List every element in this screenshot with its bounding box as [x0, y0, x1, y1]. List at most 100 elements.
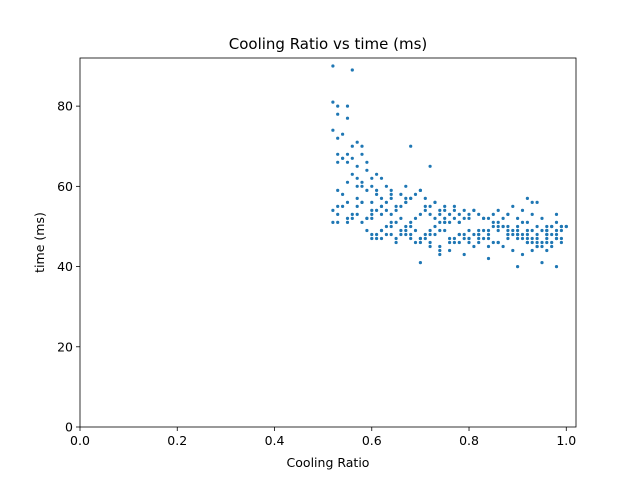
data-point — [467, 240, 471, 245]
y-tick-label: 0 — [65, 420, 73, 435]
data-point — [428, 232, 432, 237]
data-point — [379, 212, 384, 216]
data-point — [336, 160, 340, 164]
data-point — [409, 236, 413, 241]
data-point — [428, 228, 432, 233]
data-point — [350, 216, 354, 220]
data-point — [511, 228, 515, 233]
data-point — [409, 232, 413, 237]
data-point — [345, 160, 350, 164]
data-point — [462, 236, 466, 241]
data-point — [336, 112, 340, 116]
data-point — [413, 240, 418, 245]
data-point — [341, 192, 345, 196]
data-point — [438, 244, 442, 249]
data-point — [448, 248, 452, 253]
data-point — [404, 196, 408, 200]
data-point — [525, 232, 530, 237]
data-point — [375, 172, 379, 176]
data-point — [545, 228, 549, 233]
data-point — [540, 240, 544, 245]
data-point — [506, 236, 510, 241]
data-point — [409, 224, 413, 229]
data-point — [530, 236, 534, 241]
data-point — [355, 176, 359, 180]
data-point — [559, 224, 564, 229]
data-point — [360, 144, 364, 148]
data-point — [457, 220, 461, 224]
data-point — [389, 188, 393, 192]
x-tick-label: 0.0 — [70, 433, 90, 448]
data-point — [428, 204, 432, 208]
data-point — [545, 224, 549, 229]
data-point — [370, 212, 374, 216]
data-point — [482, 236, 486, 241]
data-point — [452, 208, 456, 212]
data-point — [438, 212, 442, 216]
data-point — [389, 232, 393, 237]
data-point — [394, 204, 398, 208]
data-point — [404, 184, 408, 188]
data-point — [418, 188, 422, 192]
data-point — [331, 208, 335, 212]
data-point — [530, 228, 534, 233]
data-point — [535, 232, 539, 237]
data-point — [472, 244, 476, 249]
data-point — [545, 240, 549, 245]
data-point — [559, 236, 564, 241]
data-point — [336, 152, 340, 156]
y-tick-label: 20 — [57, 339, 73, 354]
data-point — [467, 228, 471, 233]
data-point — [501, 224, 505, 229]
data-point — [443, 204, 447, 208]
data-point — [331, 128, 335, 132]
data-point — [399, 192, 403, 196]
x-tick-label: 1.0 — [556, 433, 576, 448]
data-point — [331, 64, 335, 68]
data-point — [535, 200, 539, 204]
data-point — [516, 224, 520, 229]
data-point — [501, 216, 505, 220]
data-point — [365, 216, 369, 220]
data-point — [530, 212, 534, 216]
data-point — [423, 208, 427, 212]
data-point — [375, 192, 379, 196]
data-point — [433, 232, 437, 237]
data-point — [360, 184, 364, 188]
data-point — [477, 232, 481, 237]
data-point — [336, 220, 340, 224]
data-point — [443, 216, 447, 220]
data-point — [428, 244, 432, 249]
data-point — [438, 252, 442, 257]
data-point — [520, 220, 525, 224]
data-point — [370, 176, 374, 180]
data-point — [345, 216, 350, 220]
data-point — [418, 261, 422, 265]
data-point — [394, 240, 398, 245]
data-point — [443, 208, 447, 212]
data-point — [550, 232, 554, 237]
data-point — [516, 232, 520, 237]
data-point — [384, 184, 388, 188]
x-axis: 0.0 0.2 0.4 0.6 0.8 1.0 — [70, 427, 576, 448]
data-point — [389, 224, 393, 229]
data-point — [341, 132, 345, 136]
data-point — [482, 228, 486, 233]
data-point — [511, 248, 515, 253]
data-point — [486, 236, 491, 241]
data-point — [530, 200, 534, 204]
data-point — [389, 196, 393, 200]
data-point — [491, 212, 495, 216]
data-point — [428, 164, 432, 168]
data-point — [477, 228, 481, 233]
y-tick-label: 80 — [57, 99, 73, 114]
data-point — [452, 240, 456, 245]
data-point — [336, 204, 340, 208]
data-point — [520, 236, 525, 241]
data-point — [486, 244, 491, 249]
data-point — [486, 216, 491, 220]
data-point — [399, 232, 403, 237]
data-point — [360, 220, 364, 224]
data-point — [516, 265, 520, 269]
